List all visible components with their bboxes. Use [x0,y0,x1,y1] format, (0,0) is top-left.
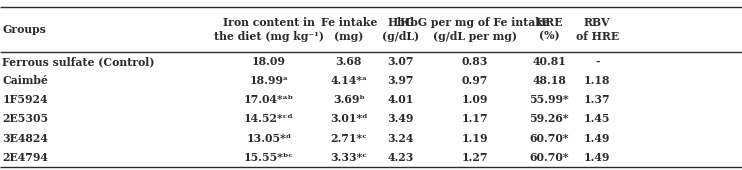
Text: 14.52*ᶜᵈ: 14.52*ᶜᵈ [244,114,294,124]
Text: 1.18: 1.18 [584,75,611,86]
Text: 3E4824: 3E4824 [2,133,48,143]
Text: HbG per mg of Fe intake
(g/dL per mg): HbG per mg of Fe intake (g/dL per mg) [400,18,550,42]
Text: 1.49: 1.49 [584,133,611,143]
Text: 3.49: 3.49 [387,114,414,124]
Text: Ferrous sulfate (Control): Ferrous sulfate (Control) [2,56,155,67]
Text: 59.26*: 59.26* [529,114,569,124]
Text: 3.69ᵇ: 3.69ᵇ [333,95,364,105]
Text: 4.14*ᵃ: 4.14*ᵃ [330,75,367,86]
Text: 3.24: 3.24 [387,133,414,143]
Text: 18.09: 18.09 [252,56,286,67]
Text: 1.27: 1.27 [462,152,488,163]
Text: 1.37: 1.37 [584,95,611,105]
Text: Groups: Groups [2,24,46,35]
Text: 2E5305: 2E5305 [2,114,48,124]
Text: 4.01: 4.01 [387,95,414,105]
Text: 3.68: 3.68 [335,56,362,67]
Text: 55.99*: 55.99* [529,95,569,105]
Text: RBV
of HRE: RBV of HRE [576,18,619,42]
Text: 1F5924: 1F5924 [2,95,47,105]
Text: 60.70*: 60.70* [529,133,569,143]
Text: 60.70*: 60.70* [529,152,569,163]
Text: Fe intake
(mg): Fe intake (mg) [321,18,377,42]
Text: HbG
(g/dL): HbG (g/dL) [382,18,419,42]
Text: 0.83: 0.83 [462,56,488,67]
Text: 1.17: 1.17 [462,114,488,124]
Text: Iron content in
the diet (mg kg⁻¹): Iron content in the diet (mg kg⁻¹) [214,18,324,42]
Text: 40.81: 40.81 [532,56,566,67]
Text: -: - [595,56,600,67]
Text: HRE
(%): HRE (%) [535,18,563,42]
Text: 1.49: 1.49 [584,152,611,163]
Text: 3.01*ᵈ: 3.01*ᵈ [330,114,367,124]
Text: 1.09: 1.09 [462,95,488,105]
Text: 48.18: 48.18 [532,75,566,86]
Text: 13.05*ᵈ: 13.05*ᵈ [246,133,292,143]
Text: 4.23: 4.23 [387,152,414,163]
Text: 3.33*ᶜ: 3.33*ᶜ [330,152,367,163]
Text: 2E4794: 2E4794 [2,152,48,163]
Text: 15.55*ᵇᶜ: 15.55*ᵇᶜ [244,152,294,163]
Text: 0.97: 0.97 [462,75,488,86]
Text: 1.45: 1.45 [584,114,611,124]
Text: 18.99ᵃ: 18.99ᵃ [249,75,289,86]
Text: 17.04*ᵃᵇ: 17.04*ᵃᵇ [244,95,294,105]
Text: 3.97: 3.97 [387,75,414,86]
Text: Caimbé: Caimbé [2,75,48,86]
Text: 2.71*ᶜ: 2.71*ᶜ [330,133,367,143]
Text: 3.07: 3.07 [387,56,414,67]
Text: 1.19: 1.19 [462,133,488,143]
